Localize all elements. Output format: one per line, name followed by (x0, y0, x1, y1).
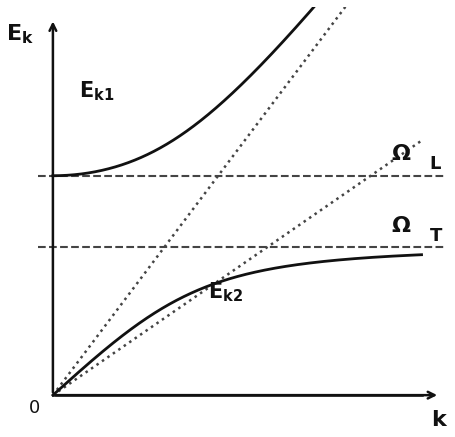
Text: 0: 0 (29, 399, 40, 416)
Text: $\mathbf{T}$: $\mathbf{T}$ (429, 228, 443, 246)
Text: $\mathbf{k}$: $\mathbf{k}$ (430, 410, 448, 430)
Text: $\mathbf{E}_\mathbf{k}$: $\mathbf{E}_\mathbf{k}$ (6, 22, 35, 46)
Text: $\mathbf{\Omega}$: $\mathbf{\Omega}$ (390, 144, 410, 164)
Text: $\mathbf{L}$: $\mathbf{L}$ (429, 155, 441, 173)
Text: $\mathbf{\Omega}$: $\mathbf{\Omega}$ (390, 216, 410, 236)
Text: $\mathbf{E_{k2}}$: $\mathbf{E_{k2}}$ (208, 280, 243, 304)
Text: $\mathbf{E_{k1}}$: $\mathbf{E_{k1}}$ (79, 79, 114, 103)
